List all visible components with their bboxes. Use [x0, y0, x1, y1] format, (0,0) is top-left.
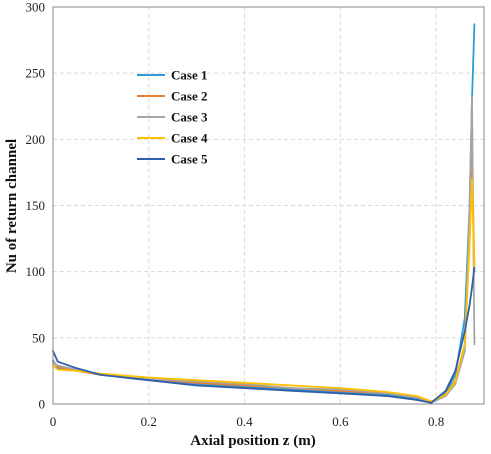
legend-label-case-5: Case 5 — [171, 152, 208, 167]
y-tick-label: 200 — [26, 132, 46, 147]
y-tick-label: 300 — [26, 0, 46, 15]
y-tick-labels: 0 50 100 150 200 250 300 — [26, 0, 46, 412]
y-tick-label: 0 — [39, 397, 46, 412]
series-line-case-2 — [52, 155, 476, 404]
x-tick-label: 0 — [50, 414, 57, 429]
y-axis-title: Nu of return channel — [4, 139, 20, 273]
y-tick-label: 150 — [26, 198, 46, 213]
series-line-case-5 — [52, 266, 476, 404]
y-tick-label: 250 — [26, 66, 46, 81]
x-tick-label: 0.8 — [428, 414, 444, 429]
legend-label-case-2: Case 2 — [171, 89, 207, 104]
legend-label-case-3: Case 3 — [171, 110, 208, 125]
legend: Case 1 Case 2 Case 3 Case 4 Case 5 — [137, 68, 208, 167]
gridlines — [53, 6, 484, 404]
series-line-case-1 — [52, 23, 476, 404]
x-tick-label: 0.4 — [236, 414, 253, 429]
y-tick-label: 50 — [32, 330, 45, 345]
data-series — [52, 23, 476, 404]
legend-label-case-1: Case 1 — [171, 68, 207, 83]
y-tick-label: 100 — [26, 264, 46, 279]
x-tick-label: 0.2 — [141, 414, 157, 429]
plot-frame — [52, 6, 485, 405]
legend-label-case-4: Case 4 — [171, 131, 208, 146]
x-tick-label: 0.6 — [332, 414, 349, 429]
series-line-case-4 — [52, 178, 476, 403]
x-axis-title: Axial position z (m) — [190, 433, 315, 449]
series-line-case-3 — [52, 96, 476, 404]
x-tick-labels: 0 0.2 0.4 0.6 0.8 — [50, 414, 444, 429]
